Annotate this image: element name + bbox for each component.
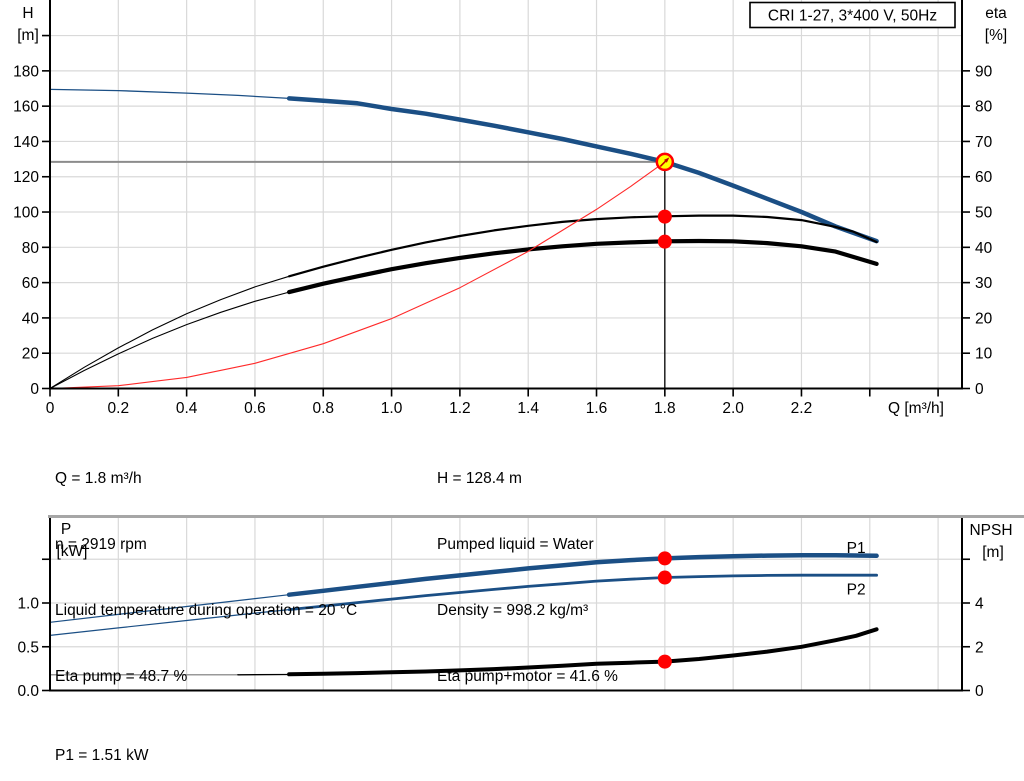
system-curve	[49, 161, 666, 390]
duty-lines	[50, 160, 666, 389]
chart-text: 100	[13, 205, 39, 222]
chart-text: P2	[847, 582, 866, 599]
chart-text: NPSH	[969, 522, 1012, 539]
chart-text: 1.8	[654, 400, 676, 417]
info-line-q: Q = 1.8 m³/h	[55, 470, 142, 487]
chart-text: [m]	[17, 27, 39, 44]
chart-text: 0.2	[108, 400, 130, 417]
chart-text: 20	[975, 310, 993, 327]
duty-info-left: Q = 1.8 m³/h n = 2919 rpm Liquid tempera…	[55, 424, 357, 732]
chart-text: 1.2	[449, 400, 471, 417]
chart-text: 1.6	[586, 400, 608, 417]
chart-text: P1	[847, 540, 866, 557]
chart-text: 0.8	[312, 400, 334, 417]
qh-eta-chart: 0 20 40 60 80 100 120 140 160 180 0 10 20 30 40 50 60 70 8…	[13, 0, 1007, 417]
chart-text: 80	[975, 99, 993, 116]
power-info: P1 = 1.51 kW P2 = 1.291 kW NPSH = 1.32 m	[55, 701, 163, 781]
info-line-eta-total: Eta pump+motor = 41.6 %	[437, 668, 618, 685]
chart-text: 0.6	[244, 400, 266, 417]
chart-text: 120	[13, 169, 39, 186]
p1-curve	[49, 553, 879, 623]
eta-pump-motor-point	[657, 234, 672, 249]
p2-point	[657, 570, 672, 585]
chart-text: 0.5	[17, 639, 39, 656]
chart-text: 0	[975, 683, 984, 700]
eta-pump-curve	[49, 214, 878, 390]
chart-text: 60	[975, 169, 993, 186]
chart-text: P	[61, 521, 71, 538]
chart-text: Q [m³/h]	[888, 400, 944, 417]
chart-text: 40	[975, 240, 993, 257]
chart-text: 1.0	[17, 596, 39, 613]
chart-text: CRI 1-27, 3*400 V, 50Hz	[768, 8, 937, 25]
chart-text: 0.4	[176, 400, 198, 417]
chart-text: 180	[13, 63, 39, 80]
power-npsh-chart: 0.0 0.5 1.0 0 2 4 P [kW] NPSH [m] P1 P2	[17, 515, 1024, 700]
npsh-point	[657, 654, 672, 669]
npsh-curve-main	[237, 627, 879, 677]
axes	[49, 0, 963, 390]
chart-text: 160	[13, 99, 39, 116]
eta-pump-point	[657, 209, 672, 224]
chart-text: 2.0	[722, 400, 744, 417]
chart-text: 40	[22, 310, 40, 327]
chart-text: 0	[46, 400, 55, 417]
chart-text: 140	[13, 134, 39, 151]
chart-text: 10	[975, 346, 993, 363]
info-line-temp: Liquid temperature during operation = 20…	[55, 602, 358, 619]
chart-text: 80	[22, 240, 40, 257]
p2-curve	[49, 573, 878, 637]
chart-text: 50	[975, 205, 993, 222]
axes	[49, 518, 963, 692]
chart-text: eta	[985, 5, 1007, 22]
duty-markers	[657, 551, 672, 669]
chart-text: 0.0	[17, 683, 39, 700]
chart-text: [kW]	[57, 543, 88, 560]
chart-text: H	[22, 5, 33, 22]
info-line-density: Density = 998.2 kg/m³	[437, 602, 589, 619]
chart-text: [m]	[982, 544, 1004, 561]
chart-text: 1.0	[381, 400, 403, 417]
chart-text: 70	[975, 134, 993, 151]
chart-text: 20	[22, 346, 40, 363]
axis-titles: H [m] eta [%]	[17, 5, 1007, 44]
tick-labels: 0 20 40 60 80 100 120 140 160 180 0 10 20 30 40 50 60 70 8…	[13, 34, 993, 417]
info-line-n: n = 2919 rpm	[55, 536, 147, 553]
chart-text: 90	[975, 63, 993, 80]
chart-text: 0	[30, 381, 39, 398]
info-line-p1: P1 = 1.51 kW	[55, 747, 149, 764]
chart-text: 30	[975, 275, 993, 292]
chart-text: 1.4	[517, 400, 539, 417]
grid	[50, 0, 962, 389]
tick-labels: 0.0 0.5 1.0 0 2 4	[17, 558, 984, 700]
chart-text: 4	[975, 596, 984, 613]
eta-pump-motor-curve	[49, 238, 879, 390]
info-line-h: H = 128.4 m	[437, 470, 522, 487]
duty-info-right: H = 128.4 m Pumped liquid = Water Densit…	[437, 424, 618, 732]
axis-titles: P [kW] NPSH [m] P1 P2	[57, 521, 1013, 599]
chart-title-box: CRI 1-27, 3*400 V, 50Hz	[749, 1, 956, 29]
chart-text: [%]	[985, 27, 1007, 44]
qh-curve	[49, 88, 879, 244]
chart-text: 0	[975, 381, 984, 398]
info-line-eta: Eta pump = 48.7 %	[55, 668, 188, 685]
chart-text: 60	[22, 275, 40, 292]
chart-text: 2.2	[791, 400, 813, 417]
duty-markers	[655, 152, 675, 249]
chart-text: 2	[975, 639, 984, 656]
info-line-liquid: Pumped liquid = Water	[437, 536, 594, 553]
p1-point	[657, 551, 672, 566]
